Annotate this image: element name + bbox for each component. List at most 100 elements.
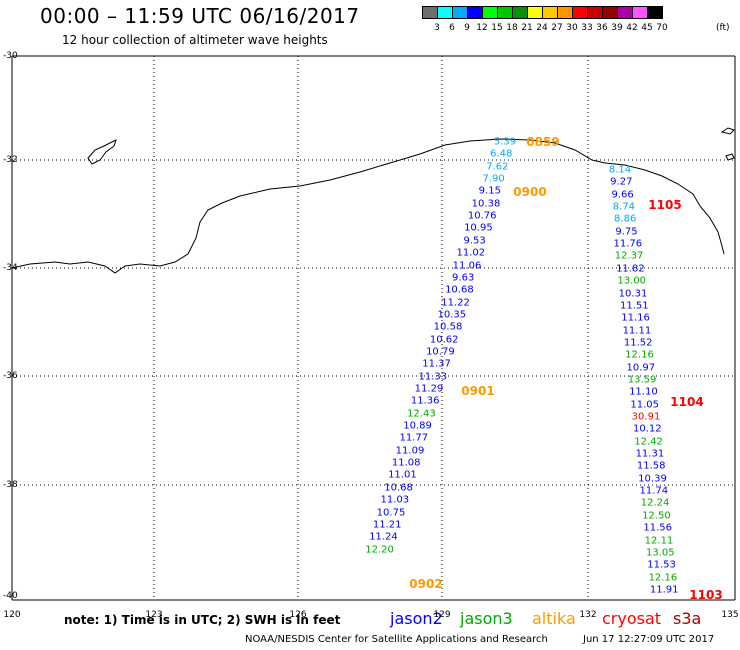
legend-cryosat: cryosat [602, 609, 662, 628]
swh-value-east: 11.11 [622, 325, 652, 337]
swh-value-west: 11.01 [388, 469, 417, 481]
swh-value-west: 7.62 [486, 161, 509, 173]
lon-label: 132 [579, 610, 597, 620]
swh-value-east: 9.27 [610, 176, 633, 188]
swh-value-west: 11.77 [399, 432, 429, 444]
scale-label: 70 [656, 23, 668, 33]
swh-value-west: 11.08 [391, 457, 421, 469]
map-grid [12, 56, 735, 600]
scale-label: 18 [506, 23, 518, 33]
swh-value-east: 12.16 [648, 572, 678, 584]
swh-value-west: 10.75 [376, 507, 406, 518]
swh-value-east: 8.74 [612, 201, 636, 213]
swh-value-west: 5.39 [493, 136, 517, 148]
swh-value-east: 12.37 [614, 250, 644, 262]
lon-label: 120 [3, 610, 21, 620]
swh-value-east: 13.00 [617, 275, 647, 287]
swh-value-west: 10.95 [464, 222, 493, 234]
color-scale-unit: (ft) [716, 23, 730, 33]
scale-label: 3 [434, 23, 440, 33]
swh-value-east: 11.16 [621, 312, 650, 324]
swh-value-east: 11.82 [616, 263, 645, 275]
lon-label: 123 [145, 610, 163, 620]
swh-value-west: 11.09 [395, 445, 425, 457]
swh-value-east: 10.97 [626, 362, 656, 374]
swh-value-west: 11.06 [452, 260, 482, 271]
swh-value-east: 11.10 [629, 386, 658, 398]
swh-value-east: 12.16 [625, 349, 654, 361]
swh-value-west: 11.24 [369, 531, 398, 543]
legend-s3a: s3a [673, 609, 702, 628]
swh-value-east: 30.91 [631, 411, 661, 423]
swh-value-west: 11.03 [380, 494, 410, 506]
swh-value-east: 11.58 [636, 460, 666, 472]
swh-value-west: 6.48 [490, 148, 513, 160]
lat-label: -38 [3, 480, 18, 490]
island-east [720, 127, 735, 135]
pass-time-west: 0901 [461, 384, 495, 398]
swh-value-east: 9.66 [611, 189, 634, 201]
pass-time-east: 1103 [689, 588, 723, 602]
swh-value-west: 11.21 [372, 519, 402, 531]
swh-value-west: 11.37 [422, 358, 451, 370]
swh-value-west: 10.76 [467, 210, 497, 222]
scale-swatch [647, 6, 663, 19]
swh-value-east: 12.11 [644, 535, 674, 546]
footer-note: note: 1) Time is in UTC; 2) SWH is in fe… [64, 613, 341, 627]
swh-value-east: 11.74 [639, 485, 669, 497]
swh-value-west: 10.35 [437, 309, 467, 321]
scale-label: 30 [566, 23, 578, 33]
scale-label: 6 [449, 23, 455, 33]
swh-value-west: 11.36 [410, 395, 440, 407]
swh-value-west: 12.43 [407, 408, 436, 420]
lat-label: -40 [3, 591, 18, 601]
swh-value-west: 10.68 [445, 284, 474, 296]
swh-value-east: 11.91 [649, 584, 679, 596]
pass-time-west: 0902 [409, 577, 443, 591]
map-subtitle: 12 hour collection of altimeter wave hei… [62, 33, 328, 47]
lon-label: 135 [721, 610, 739, 620]
footer-credit: NOAA/NESDIS Center for Satellite Applica… [245, 634, 548, 645]
swh-value-west: 9.15 [478, 185, 501, 197]
swh-value-east: 11.56 [643, 522, 673, 534]
swh-value-west: 12.20 [365, 544, 394, 556]
scale-label: 9 [464, 23, 470, 33]
swh-value-west: 11.02 [456, 247, 486, 259]
lat-label: -34 [3, 263, 18, 273]
swh-value-west: 9.53 [463, 235, 486, 247]
swh-value-west: 11.22 [441, 297, 470, 309]
scale-label: 27 [551, 23, 563, 33]
lon-label: 129 [433, 610, 451, 620]
map-title: 00:00 – 11:59 UTC 06/16/2017 [40, 4, 360, 28]
lat-label: -36 [3, 371, 18, 381]
swh-value-east: 11.05 [630, 399, 660, 411]
scale-label: 12 [476, 23, 488, 33]
swh-value-west: 9.63 [452, 272, 475, 284]
swh-value-east: 8.86 [614, 213, 637, 225]
swh-value-west: 7.90 [482, 173, 505, 185]
swh-value-east: 10.12 [632, 423, 662, 435]
scale-label: 45 [641, 23, 653, 33]
pass-time-west: 0900 [513, 185, 547, 199]
swh-value-west: 10.68 [384, 482, 413, 494]
scale-label: 39 [611, 23, 623, 33]
lat-label: -32 [3, 155, 18, 165]
swh-value-east: 11.51 [619, 300, 649, 312]
color-scale-labels: 3 6 9 12 15 18 21 24 27 30 33 36 39 42 45 70 [422, 23, 740, 35]
swh-value-east: 11.53 [647, 559, 676, 571]
pass-time-east: 1105 [648, 198, 682, 212]
legend-jason2: jason2 [390, 609, 443, 628]
pass-time-west: 0859 [526, 135, 560, 149]
swh-value-east: 11.52 [623, 337, 653, 349]
footer-timestamp: Jun 17 12:27:09 UTC 2017 [583, 634, 715, 645]
scale-label: 33 [581, 23, 593, 33]
swh-value-west: 10.79 [426, 346, 455, 358]
swh-value-east: 8.14 [608, 164, 632, 176]
lon-label: 126 [289, 610, 307, 620]
legend-altika: altika [532, 609, 576, 628]
swh-value-west: 10.38 [471, 198, 501, 210]
swh-value-east: 10.39 [638, 473, 667, 485]
australia-coastline [11, 138, 725, 274]
kangaroo-island [87, 139, 117, 165]
